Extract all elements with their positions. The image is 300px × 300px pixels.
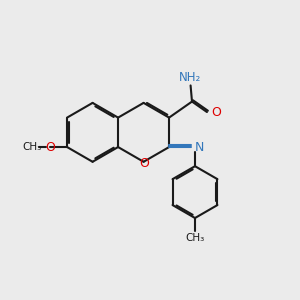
Text: CH₃: CH₃	[185, 233, 205, 243]
Text: CH₃: CH₃	[22, 142, 41, 152]
Text: NH₂: NH₂	[178, 71, 201, 84]
Text: N: N	[195, 141, 204, 154]
Text: O: O	[139, 157, 149, 170]
Text: O: O	[45, 141, 55, 154]
Text: O: O	[212, 106, 221, 118]
